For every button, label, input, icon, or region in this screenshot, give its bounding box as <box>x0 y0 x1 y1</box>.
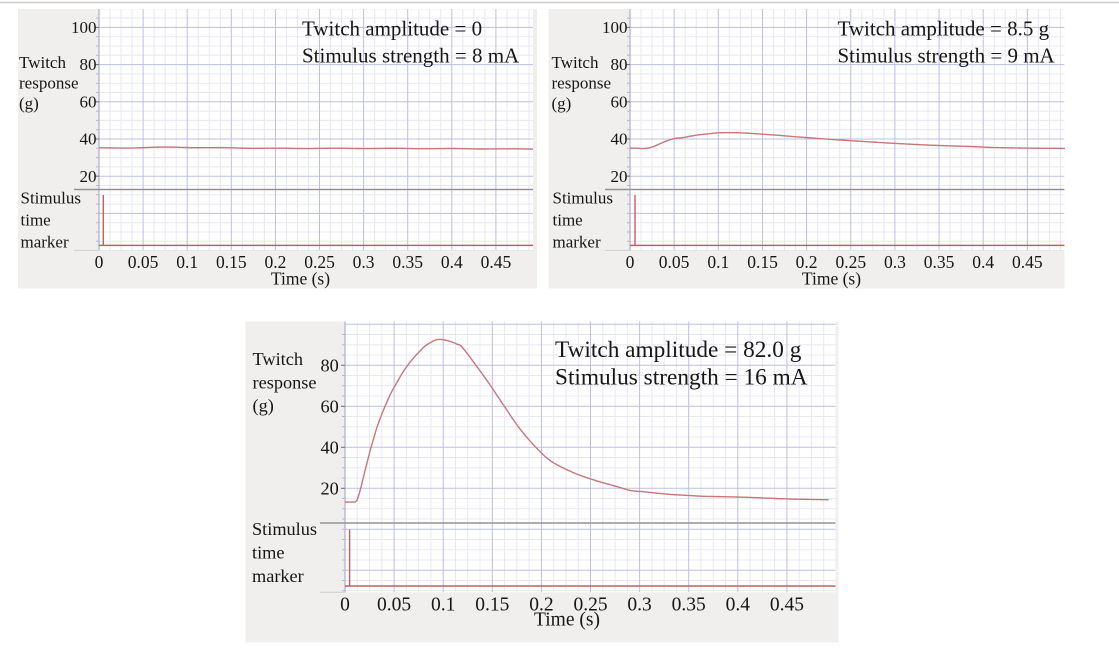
svg-text:time: time <box>21 211 51 230</box>
svg-text:Stimulus: Stimulus <box>553 189 613 208</box>
svg-text:0.15: 0.15 <box>475 595 509 616</box>
svg-text:0.4: 0.4 <box>441 252 463 272</box>
svg-text:0.1: 0.1 <box>176 252 198 272</box>
svg-text:Twitch amplitude = 0: Twitch amplitude = 0 <box>302 17 482 41</box>
svg-text:80: 80 <box>611 55 628 74</box>
svg-text:0.4: 0.4 <box>972 252 994 272</box>
svg-text:Twitch amplitude = 8.5 g: Twitch amplitude = 8.5 g <box>838 17 1050 41</box>
svg-text:0: 0 <box>340 595 350 616</box>
svg-text:Stimulus strength = 9 mA: Stimulus strength = 9 mA <box>838 44 1056 68</box>
svg-text:40: 40 <box>80 130 97 149</box>
svg-text:0.05: 0.05 <box>128 252 159 272</box>
svg-text:0.2: 0.2 <box>796 252 818 272</box>
svg-text:0.2: 0.2 <box>264 252 286 272</box>
svg-text:60: 60 <box>611 92 628 111</box>
svg-text:0.35: 0.35 <box>924 252 955 272</box>
svg-text:0.45: 0.45 <box>481 252 512 272</box>
svg-text:0.05: 0.05 <box>659 252 690 272</box>
svg-text:marker: marker <box>21 233 69 252</box>
svg-text:(g): (g) <box>552 94 572 113</box>
svg-text:0.25: 0.25 <box>573 595 607 616</box>
svg-text:(g): (g) <box>19 94 39 113</box>
svg-text:0.05: 0.05 <box>377 595 411 616</box>
svg-text:marker: marker <box>252 566 304 586</box>
svg-text:Time (s): Time (s) <box>534 610 600 631</box>
svg-text:0.1: 0.1 <box>431 595 455 616</box>
svg-text:0: 0 <box>626 252 635 272</box>
svg-text:Stimulus: Stimulus <box>252 519 317 539</box>
svg-text:Twitch: Twitch <box>552 53 599 72</box>
svg-text:marker: marker <box>553 233 601 252</box>
svg-text:Twitch: Twitch <box>253 349 304 369</box>
svg-text:20: 20 <box>321 478 339 498</box>
svg-text:0.15: 0.15 <box>216 252 247 272</box>
svg-text:0.45: 0.45 <box>1012 252 1043 272</box>
svg-text:40: 40 <box>611 130 628 149</box>
svg-text:0.45: 0.45 <box>770 595 804 616</box>
svg-text:0.3: 0.3 <box>627 595 651 616</box>
svg-text:20: 20 <box>611 167 628 186</box>
svg-text:response: response <box>552 73 611 92</box>
svg-text:Twitch: Twitch <box>19 53 66 72</box>
svg-text:0.35: 0.35 <box>392 252 423 272</box>
svg-text:time: time <box>252 543 285 563</box>
svg-text:Time (s): Time (s) <box>802 269 861 289</box>
svg-text:Time (s): Time (s) <box>271 269 330 289</box>
svg-text:(g): (g) <box>253 395 274 416</box>
svg-text:20: 20 <box>80 167 97 186</box>
svg-text:0.3: 0.3 <box>353 252 375 272</box>
svg-text:100: 100 <box>602 18 628 37</box>
svg-text:0.1: 0.1 <box>707 252 729 272</box>
svg-text:0.2: 0.2 <box>529 595 553 616</box>
svg-text:Twitch amplitude = 82.0 g: Twitch amplitude = 82.0 g <box>555 337 802 363</box>
svg-text:80: 80 <box>321 355 339 375</box>
svg-text:100: 100 <box>71 18 97 37</box>
svg-text:60: 60 <box>321 396 339 416</box>
svg-text:response: response <box>253 372 317 392</box>
svg-text:time: time <box>553 211 583 230</box>
svg-text:60: 60 <box>80 92 97 111</box>
svg-text:40: 40 <box>321 437 339 457</box>
svg-text:0.25: 0.25 <box>835 252 866 272</box>
svg-text:0.25: 0.25 <box>304 252 335 272</box>
svg-text:0.4: 0.4 <box>726 595 751 616</box>
svg-text:Stimulus strength = 16 mA: Stimulus strength = 16 mA <box>555 365 808 391</box>
svg-text:0.35: 0.35 <box>672 595 706 616</box>
svg-text:0: 0 <box>95 252 104 272</box>
svg-text:Stimulus strength = 8 mA: Stimulus strength = 8 mA <box>302 44 520 68</box>
svg-text:80: 80 <box>80 55 97 74</box>
svg-text:Stimulus: Stimulus <box>21 189 81 208</box>
svg-text:0.3: 0.3 <box>884 252 906 272</box>
svg-text:0.15: 0.15 <box>747 252 778 272</box>
svg-text:response: response <box>19 73 78 92</box>
